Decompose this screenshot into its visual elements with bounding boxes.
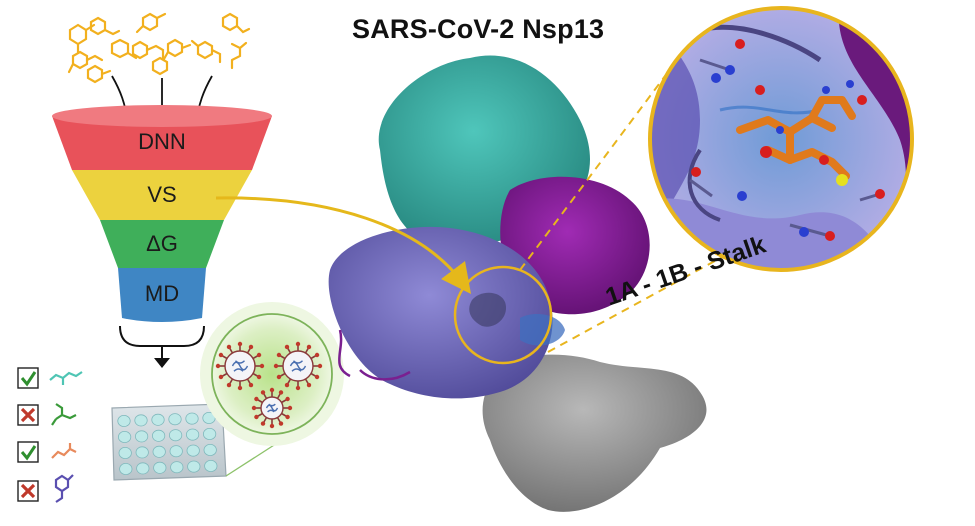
result-row (17, 403, 77, 426)
ligand-molecule-icon (89, 16, 121, 36)
ligand-molecule-icon (110, 38, 138, 60)
well (153, 461, 167, 474)
results-list (17, 367, 83, 503)
well (151, 413, 165, 426)
virus-icon (251, 387, 293, 429)
binding-pocket (469, 292, 507, 327)
linker-coil (337, 329, 411, 381)
well (203, 427, 217, 440)
checkmark-icon (20, 445, 37, 461)
ligand-molecule-icon (230, 41, 248, 70)
well (118, 430, 132, 443)
ligand-molecule-icon (221, 12, 251, 34)
binding-site-zoom (648, 6, 914, 272)
funnel-label-dnn: DNN (138, 129, 186, 154)
well (169, 445, 183, 458)
well (136, 462, 150, 475)
result-row (17, 474, 74, 503)
cross-icon (20, 483, 36, 499)
zoom-connector (519, 55, 725, 353)
ligand-molecule-icon (135, 12, 167, 34)
ligand-molecule-icon (67, 50, 104, 74)
domain-stalk-grey (482, 354, 707, 512)
funnel-stage-md (118, 268, 206, 322)
ligand-molecule-icon (131, 40, 165, 60)
ligand-stick-model (736, 96, 856, 180)
well (119, 462, 133, 475)
cross-icon (20, 407, 36, 423)
screening-funnel (52, 105, 272, 322)
well (204, 459, 218, 472)
ligand-molecule-icon (86, 64, 112, 84)
well (185, 412, 199, 425)
virus-icon (273, 341, 323, 391)
well (170, 461, 184, 474)
ligand-molecule-icon (190, 39, 222, 64)
well (152, 429, 166, 442)
well (135, 430, 149, 443)
well (135, 446, 149, 459)
well (186, 428, 200, 441)
domain-1a-lavender (328, 226, 553, 399)
funnel-stage-dg (100, 220, 224, 268)
well (134, 414, 148, 427)
virus-icon (215, 341, 265, 391)
ligand-molecule-icon (151, 56, 169, 76)
binding-site-highlight (453, 265, 553, 365)
nsp13-protein-structure (328, 55, 707, 512)
funnel-label-md: MD (144, 281, 180, 306)
well (152, 445, 166, 458)
molecule-icon (54, 474, 74, 503)
ligand-library (67, 12, 251, 84)
result-row (17, 367, 83, 389)
well (168, 413, 182, 426)
figure-title: SARS-CoV-2 Nsp13 (352, 14, 605, 44)
screening-arrow (215, 196, 472, 294)
well (186, 444, 200, 457)
well (169, 429, 183, 442)
molecule-icon (51, 443, 77, 459)
well (187, 460, 201, 473)
petri-dish (200, 302, 344, 477)
domain-patch-blue (520, 314, 565, 346)
well (118, 446, 132, 459)
funnel-label-dg: ΔG (146, 231, 178, 256)
well-plate (111, 403, 227, 481)
well (117, 414, 131, 427)
molecule-icon (49, 371, 83, 385)
funnel-stage-vs (72, 170, 252, 220)
result-row (17, 441, 77, 463)
funnel-label-vs: VS (147, 182, 177, 207)
well (203, 443, 217, 456)
checkmark-icon (20, 371, 37, 387)
output-bracket (119, 325, 205, 368)
ligand-molecule-icon (162, 38, 192, 61)
molecule-icon (51, 403, 77, 426)
